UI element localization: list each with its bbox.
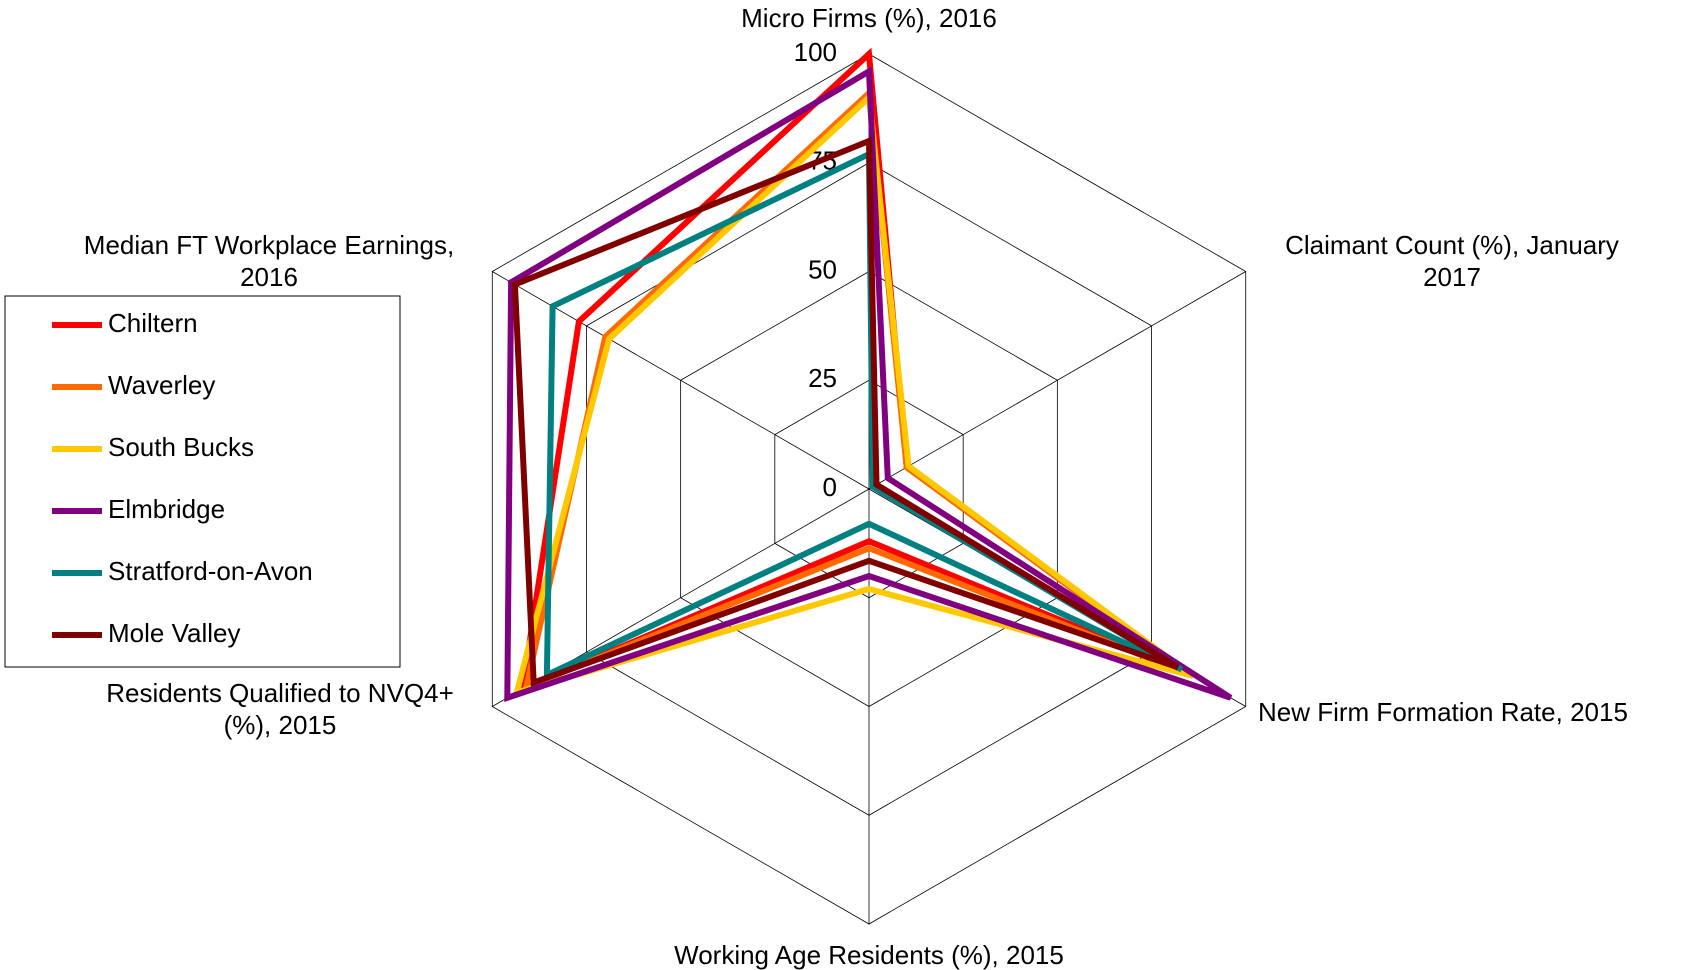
axis-label: New Firm Formation Rate, 2015 (1258, 697, 1628, 727)
axis-spoke (868, 271, 1246, 490)
r-tick-label: 100 (794, 37, 837, 67)
legend-label: Stratford-on-Avon (108, 556, 313, 586)
axis-label: Claimant Count (%), January 2017 (1285, 230, 1619, 292)
legend-label: Elmbridge (108, 494, 225, 524)
series-line (543, 149, 1184, 680)
axis-label: Micro Firms (%), 2016 (741, 3, 997, 33)
series-line (504, 66, 1233, 702)
axis-label: Working Age Residents (%), 2015 (674, 940, 1064, 970)
legend-label: South Bucks (108, 432, 254, 462)
series-line (511, 136, 1180, 687)
axis-label: Median FT Workplace Earnings, 2016 (83, 230, 455, 292)
r-tick-label: 25 (808, 363, 837, 393)
r-tick-label: 50 (808, 254, 837, 284)
axis-label: Residents Qualified to NVQ4+ (%), 2015 (106, 678, 454, 740)
r-tick-label: 0 (823, 472, 837, 502)
legend-label: Chiltern (108, 308, 198, 338)
legend-label: Waverley (108, 370, 215, 400)
legend-box (4, 295, 401, 668)
series-line (512, 91, 1195, 697)
legend-label: Mole Valley (108, 618, 240, 648)
